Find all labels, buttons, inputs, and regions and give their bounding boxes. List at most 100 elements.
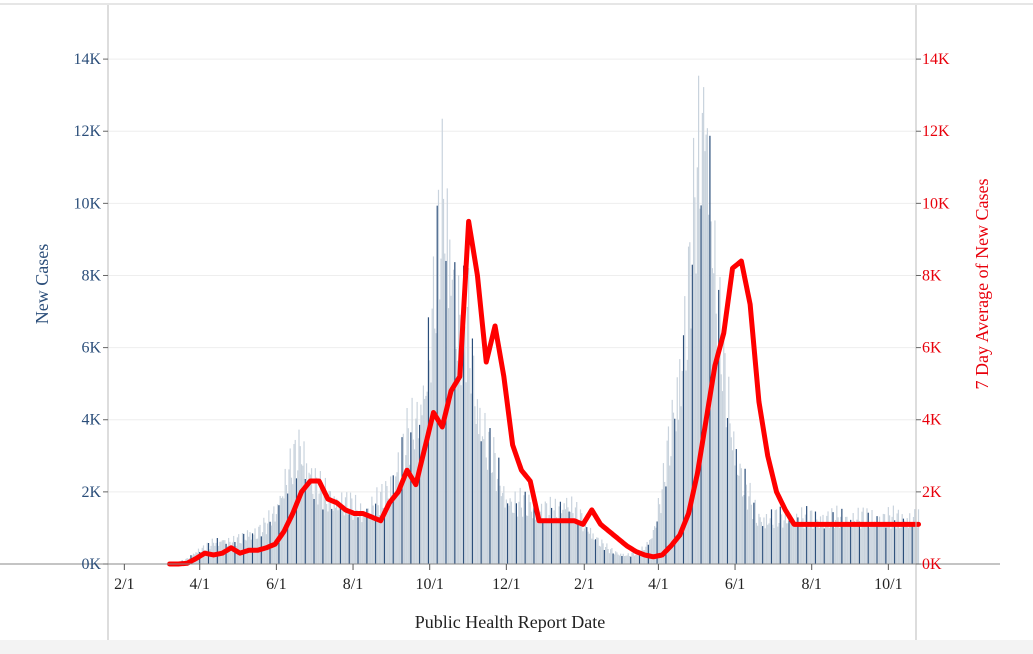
daily-case-bar (289, 448, 291, 564)
daily-case-bar (772, 524, 774, 564)
daily-case-bar (480, 441, 482, 564)
x-tick-label: 4/1 (648, 576, 668, 593)
daily-case-bar (628, 555, 631, 564)
daily-case-bar (372, 505, 374, 564)
daily-case-bar (573, 522, 575, 564)
daily-case-bar (656, 521, 658, 564)
daily-case-bar (649, 539, 651, 564)
daily-case-bar (297, 470, 299, 564)
y-tick-label-left: 14K (73, 51, 101, 68)
daily-case-bar (691, 264, 693, 564)
daily-case-bar (899, 528, 901, 564)
daily-case-bar (569, 511, 572, 564)
daily-case-bar (562, 509, 564, 564)
daily-case-bar (914, 509, 916, 564)
daily-case-bar (510, 501, 512, 564)
daily-case-bar (670, 456, 672, 564)
daily-case-bar (816, 519, 818, 564)
left-axis-ticks: 0K 2K 4K 6K 8K 10K 12K 14K (73, 51, 108, 573)
daily-case-bar (660, 513, 662, 564)
daily-case-bar (388, 502, 391, 564)
x-tick-label: 10/1 (415, 576, 443, 593)
daily-case-bar (425, 395, 427, 564)
daily-case-bar (873, 521, 876, 564)
daily-case-bar (613, 554, 616, 564)
y-tick-label-left: 4K (81, 412, 101, 429)
daily-case-bar (731, 450, 734, 564)
daily-case-bar (490, 472, 492, 564)
daily-case-bar (211, 538, 213, 564)
daily-case-bar (901, 514, 903, 564)
daily-case-bar (753, 502, 755, 564)
daily-case-bar (659, 504, 661, 564)
daily-case-bar (638, 553, 641, 564)
daily-case-bar (836, 505, 838, 564)
daily-case-bar (846, 516, 848, 564)
daily-case-bar (807, 522, 809, 564)
daily-case-bar (759, 517, 761, 564)
daily-case-bar (550, 507, 553, 564)
daily-case-bar (779, 506, 781, 564)
daily-case-bar (784, 508, 786, 564)
daily-case-bar (465, 382, 467, 564)
daily-case-bar (581, 513, 583, 564)
daily-case-bar (498, 457, 500, 564)
daily-case-bar (665, 486, 667, 564)
daily-case-bar (316, 477, 318, 564)
daily-case-bar (348, 514, 350, 564)
daily-case-bar (308, 472, 310, 564)
daily-case-bars (177, 75, 920, 565)
daily-case-bar (549, 496, 551, 564)
x-tick-label: 12/1 (492, 576, 520, 593)
daily-case-bar (554, 498, 556, 564)
daily-case-bar (520, 507, 523, 564)
daily-case-bar (745, 484, 747, 564)
y-tick-label-right: 14K (922, 51, 950, 68)
daily-case-bar (305, 463, 308, 564)
daily-case-bar (514, 491, 516, 564)
daily-case-bar (346, 492, 348, 564)
daily-case-bar (225, 543, 227, 564)
daily-case-bar (910, 524, 912, 564)
daily-case-bar (755, 522, 758, 564)
daily-case-bar (452, 269, 455, 564)
daily-case-bar (349, 492, 352, 564)
daily-case-bar (652, 530, 654, 564)
daily-case-bar (582, 531, 584, 564)
daily-case-bar (397, 452, 399, 564)
daily-case-bar (677, 419, 680, 564)
daily-case-bar (636, 549, 638, 564)
daily-case-bar (700, 205, 702, 564)
daily-case-bar (640, 551, 642, 564)
daily-case-bar (373, 517, 375, 564)
daily-case-bar (430, 382, 432, 564)
daily-case-bar (400, 481, 402, 564)
daily-case-bar (686, 359, 688, 564)
daily-case-bar (359, 503, 362, 564)
daily-case-bar (376, 487, 378, 564)
daily-case-bar (887, 507, 889, 564)
daily-case-bar (396, 472, 398, 564)
daily-case-bar (905, 525, 907, 564)
daily-case-bar (505, 499, 507, 564)
daily-case-bar (749, 482, 751, 564)
daily-case-bar (468, 268, 470, 564)
daily-case-bar (524, 491, 526, 564)
daily-case-bar (862, 507, 864, 564)
daily-case-bar (273, 506, 275, 564)
daily-case-bar (667, 426, 670, 564)
daily-case-bar (883, 514, 886, 564)
daily-case-bar (518, 501, 520, 564)
daily-case-bar (833, 528, 835, 564)
daily-case-bar (792, 519, 794, 564)
daily-case-bar (401, 437, 403, 564)
y-tick-label-right: 2K (922, 484, 942, 501)
daily-case-bar (877, 524, 879, 564)
daily-case-bar (393, 494, 396, 564)
daily-case-bar (499, 485, 501, 564)
daily-case-bar (720, 374, 722, 564)
daily-case-bar (680, 406, 682, 564)
daily-case-bar (530, 511, 533, 564)
daily-case-bar (292, 484, 294, 564)
daily-case-bar (302, 465, 304, 564)
